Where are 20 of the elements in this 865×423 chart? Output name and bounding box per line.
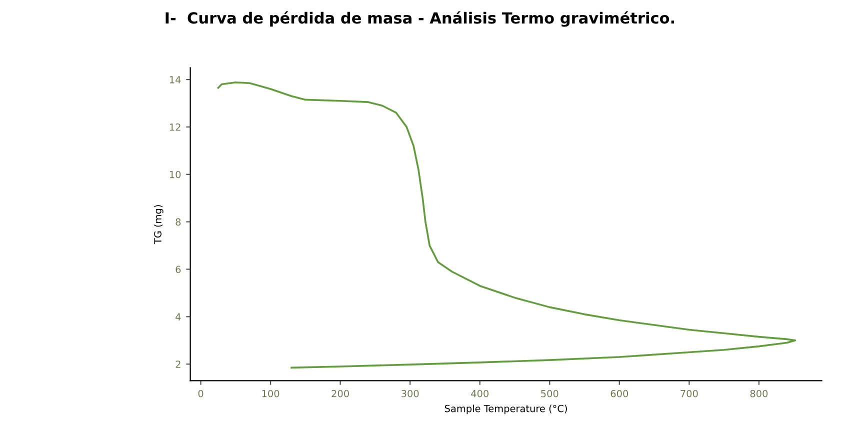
- x-tick-label: 800: [750, 390, 768, 398]
- y-tick-label: 6: [176, 266, 181, 274]
- y-tick-label: 8: [176, 218, 181, 226]
- y-tick-label: 2: [176, 360, 180, 368]
- x-tick-label: 0: [198, 390, 204, 398]
- x-tick-label: 100: [262, 390, 280, 398]
- x-tick-label: 700: [680, 390, 698, 398]
- line-series: [217, 81, 796, 369]
- y-axis-title: TG (mg): [154, 205, 164, 244]
- chart-title: I- Curva de pérdida de masa - Análisis Termo gravimétrico.: [166, 11, 674, 27]
- x-tick-label: 300: [402, 390, 419, 398]
- x-tick-label: 500: [541, 390, 558, 398]
- y-tick-label: 14: [170, 76, 181, 84]
- x-tick-label: 200: [332, 390, 349, 398]
- x-tick-label: 400: [471, 390, 488, 398]
- x-tick-label: 600: [610, 390, 628, 398]
- y-tick-label: 10: [170, 170, 181, 178]
- y-tick-label: 12: [170, 123, 180, 131]
- y-tick-label: 4: [176, 313, 181, 320]
- x-axis-title: Sample Temperature (°C): [444, 404, 567, 414]
